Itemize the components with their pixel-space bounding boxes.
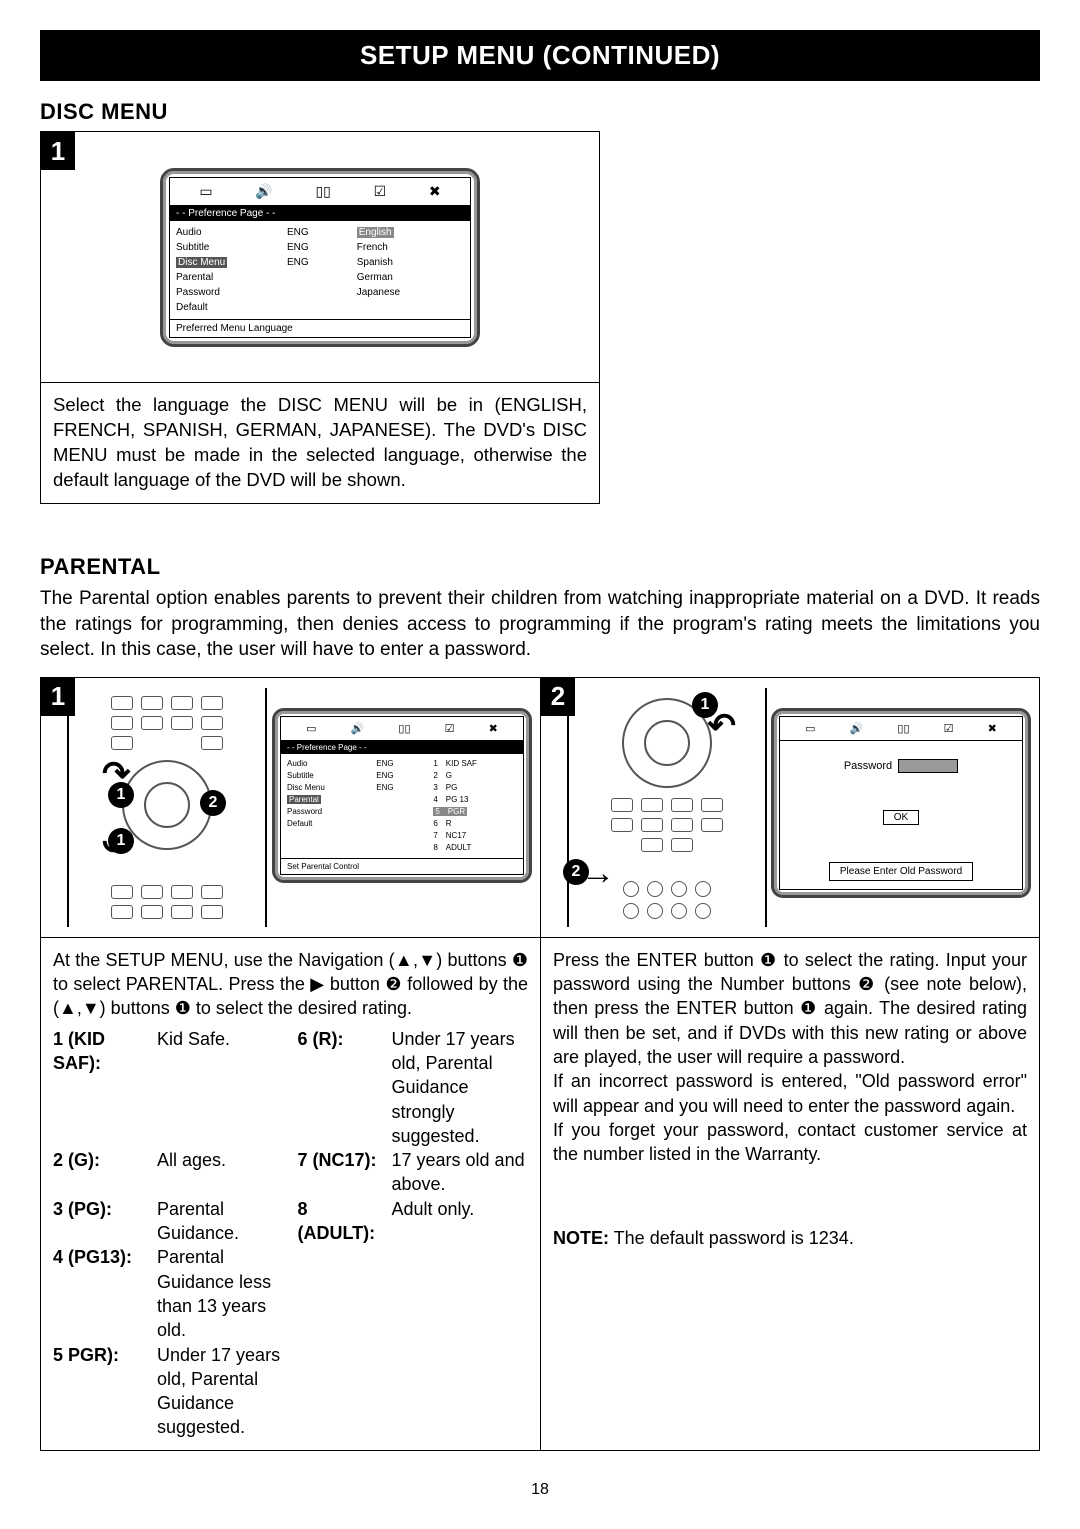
ok-button: OK [883, 810, 919, 825]
disc-menu-illustration: 1 ▭ 🔊 ▯▯ ☑ ✖ - - Preference Page - - Aud… [41, 132, 599, 382]
callout-1b: 1 [108, 828, 134, 854]
rating-label: 5 PGR): [53, 1343, 153, 1440]
pane1-text: At the SETUP MENU, use the Navigation (▲… [41, 938, 540, 1450]
disc-menu-title: DISC MENU [40, 99, 1040, 125]
rating-label: 7 (NC17): [298, 1148, 388, 1197]
tv-screen-parental: ▭ 🔊 ▯▯ ☑ ✖ - - Preference Page - - Audio… [272, 708, 532, 883]
rating-label: 2 (G): [53, 1148, 153, 1197]
x-icon: ✖ [489, 722, 498, 735]
disc-pref-body: AudioSubtitleDisc MenuParentalPasswordDe… [170, 221, 470, 319]
pref-page-header: - - Preference Page - - [170, 206, 470, 221]
disc-menu-description: Select the language the DISC MENU will b… [41, 382, 599, 503]
password-prompt: Please Enter Old Password [829, 862, 973, 881]
step-badge-1: 1 [41, 132, 75, 170]
x-icon: ✖ [988, 722, 997, 735]
pane2-illustration: 2 1 ↶ 2 → ▭ 🔊 ▯▯ [541, 678, 1039, 938]
rating-label [298, 1245, 388, 1342]
rating-label [298, 1343, 388, 1440]
parental-pane-1: 1 ↷ 1 2 ↷ 1 ▭ [40, 677, 540, 1451]
check-icon: ☑ [944, 722, 954, 735]
disc-menu-panel: 1 ▭ 🔊 ▯▯ ☑ ✖ - - Preference Page - - Aud… [40, 131, 600, 504]
sound-icon: 🔊 [351, 722, 365, 735]
rating-desc [392, 1343, 529, 1440]
page-number: 18 [40, 1481, 1040, 1499]
screen-icon: ▭ [805, 722, 815, 735]
sound-icon: 🔊 [255, 183, 272, 200]
tv-screen-disc: ▭ 🔊 ▯▯ ☑ ✖ - - Preference Page - - Audio… [160, 168, 480, 347]
remote-diagram-2: 1 ↶ 2 → [567, 688, 767, 927]
check-icon: ☑ [445, 722, 455, 735]
rating-desc: Adult only. [392, 1197, 529, 1246]
page-header: SETUP MENU (CONTINUED) [40, 30, 1040, 81]
ratings-list: 1 (KID SAF):Kid Safe.6 (R):Under 17 year… [53, 1027, 528, 1440]
remote-diagram-1: ↷ 1 2 ↷ 1 [67, 688, 267, 927]
dolby-icon: ▯▯ [897, 722, 909, 735]
rating-label: 8 (ADULT): [298, 1197, 388, 1246]
x-icon: ✖ [429, 183, 441, 200]
rating-desc: Under 17 years old, Parental Guidance su… [157, 1343, 294, 1440]
rating-label: 1 (KID SAF): [53, 1027, 153, 1148]
rating-desc: Parental Guidance less than 13 years old… [157, 1245, 294, 1342]
pref-footer: Preferred Menu Language [170, 319, 470, 337]
pref-header-p1: - - Preference Page - - [281, 741, 523, 754]
rating-label: 4 (PG13): [53, 1245, 153, 1342]
pane2-text: Press the ENTER button ❶ to select the r… [541, 938, 1039, 1450]
parental-pane-2: 2 1 ↶ 2 → ▭ 🔊 ▯▯ [540, 677, 1040, 1451]
password-field [898, 759, 958, 773]
rating-label: 3 (PG): [53, 1197, 153, 1246]
check-icon: ☑ [374, 183, 387, 200]
rating-label: 6 (R): [298, 1027, 388, 1148]
rating-desc: Kid Safe. [157, 1027, 294, 1148]
dolby-icon: ▯▯ [315, 183, 330, 200]
p1-pref-footer: Set Parental Control [281, 858, 523, 874]
rating-desc: 17 years old and above. [392, 1148, 529, 1197]
tv-icon-bar: ▭ 🔊 ▯▯ ☑ ✖ [170, 178, 470, 206]
tv-screen-password: ▭ 🔊 ▯▯ ☑ ✖ Password OK Please Enter Old … [771, 708, 1031, 898]
rating-desc: Under 17 years old, Parental Guidance st… [392, 1027, 529, 1148]
sound-icon: 🔊 [850, 722, 864, 735]
callout-1a: 1 [108, 782, 134, 808]
dolby-icon: ▯▯ [398, 722, 410, 735]
screen-icon: ▭ [306, 722, 316, 735]
screen-icon: ▭ [199, 183, 212, 200]
password-label: Password [844, 760, 892, 772]
parental-panels: 1 ↷ 1 2 ↷ 1 ▭ [40, 677, 1040, 1451]
parental-intro: The Parental option enables parents to p… [40, 586, 1040, 663]
callout-2: 2 [200, 790, 226, 816]
step-badge-p1: 1 [41, 678, 75, 716]
rating-desc: All ages. [157, 1148, 294, 1197]
step-badge-p2: 2 [541, 678, 575, 716]
parental-title: PARENTAL [40, 554, 1040, 580]
p1-pref-body: AudioSubtitleDisc MenuParentalPasswordDe… [281, 754, 523, 858]
pane1-illustration: 1 ↷ 1 2 ↷ 1 ▭ [41, 678, 540, 938]
rating-desc [392, 1245, 529, 1342]
rating-desc: Parental Guidance. [157, 1197, 294, 1246]
